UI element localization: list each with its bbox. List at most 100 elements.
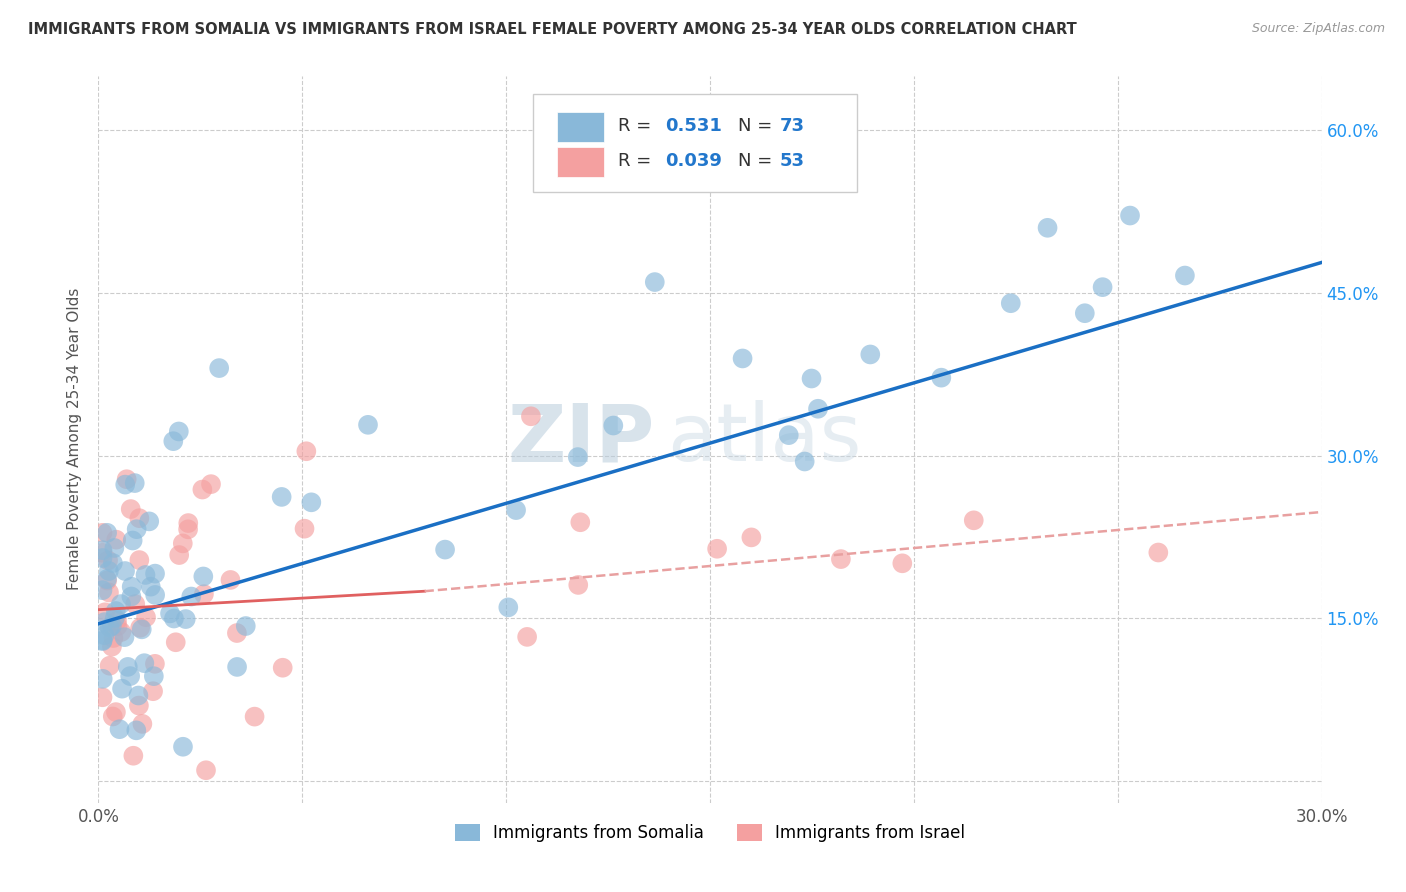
Point (91, 551, 114, 566)
Point (104, 705, 127, 719)
Point (731, 351, 754, 366)
Point (111, 681, 134, 696)
Point (114, 477, 136, 491)
Point (193, 569, 215, 583)
Point (167, 548, 190, 562)
Point (101, 640, 124, 654)
Point (103, 541, 125, 555)
Point (295, 444, 318, 458)
Point (177, 516, 200, 530)
Point (931, 370, 953, 384)
Point (172, 739, 194, 754)
Point (807, 401, 830, 416)
Point (98, 620, 121, 634)
Point (134, 656, 156, 670)
Point (128, 553, 150, 567)
Point (135, 610, 157, 624)
Point (97, 564, 120, 578)
Point (98, 658, 121, 673)
Point (1091, 280, 1114, 294)
Point (357, 417, 380, 432)
Point (193, 587, 215, 601)
Point (243, 709, 266, 723)
Point (121, 533, 143, 548)
Point (120, 502, 142, 516)
Legend: Immigrants from Somalia, Immigrants from Israel: Immigrants from Somalia, Immigrants from… (449, 817, 972, 849)
Point (143, 657, 166, 671)
Point (1036, 220, 1059, 235)
Point (120, 669, 142, 683)
Point (270, 490, 292, 504)
Point (644, 275, 666, 289)
Point (110, 597, 132, 611)
Point (516, 630, 538, 644)
Point (124, 476, 146, 491)
Text: 53: 53 (780, 153, 804, 170)
Point (94, 605, 117, 619)
Text: 0.039: 0.039 (665, 153, 721, 170)
Point (143, 588, 166, 602)
Point (219, 573, 242, 587)
Text: N =: N = (738, 153, 778, 170)
Point (167, 425, 190, 439)
Y-axis label: Female Poverty Among 25-34 Year Olds: Female Poverty Among 25-34 Year Olds (67, 288, 83, 591)
Point (91, 583, 114, 598)
Point (96, 572, 118, 586)
Point (124, 597, 146, 611)
Point (128, 698, 150, 713)
Point (91, 690, 114, 705)
Text: R =: R = (619, 153, 657, 170)
Point (125, 522, 148, 536)
Point (104, 611, 127, 625)
Point (505, 503, 527, 517)
Point (1074, 306, 1097, 320)
Point (96, 525, 118, 540)
Point (143, 566, 166, 581)
Point (125, 723, 148, 738)
Point (226, 660, 249, 674)
Text: atlas: atlas (668, 401, 862, 478)
Point (165, 635, 187, 649)
Text: N =: N = (738, 118, 778, 136)
Point (174, 612, 197, 626)
Point (740, 530, 762, 544)
Text: 0.531: 0.531 (665, 118, 721, 136)
Point (105, 614, 128, 628)
Point (93, 628, 115, 642)
Point (706, 541, 728, 556)
Point (139, 580, 162, 594)
Point (131, 717, 153, 731)
Point (800, 371, 823, 385)
Point (294, 522, 316, 536)
Point (103, 631, 125, 645)
Point (105, 533, 128, 547)
Point (120, 590, 142, 604)
Point (567, 578, 589, 592)
Point (778, 428, 800, 442)
Point (97, 553, 120, 567)
Point (115, 472, 138, 486)
Point (134, 568, 156, 582)
Point (98, 585, 121, 599)
Point (235, 619, 257, 633)
Point (101, 556, 124, 570)
Point (299, 495, 322, 509)
Point (434, 542, 457, 557)
Point (101, 619, 124, 633)
Point (177, 522, 200, 536)
Point (569, 515, 592, 529)
Point (114, 630, 136, 644)
Point (131, 623, 153, 637)
Point (520, 409, 543, 424)
Point (122, 748, 145, 763)
Point (162, 434, 184, 449)
Point (129, 621, 152, 635)
Point (121, 580, 143, 594)
Text: Source: ZipAtlas.com: Source: ZipAtlas.com (1251, 22, 1385, 36)
Point (96, 574, 118, 588)
Point (91, 633, 114, 648)
Point (107, 619, 129, 633)
Point (117, 660, 139, 674)
Text: IMMIGRANTS FROM SOMALIA VS IMMIGRANTS FROM ISRAEL FEMALE POVERTY AMONG 25-34 YEA: IMMIGRANTS FROM SOMALIA VS IMMIGRANTS FR… (28, 22, 1077, 37)
Text: R =: R = (619, 118, 657, 136)
